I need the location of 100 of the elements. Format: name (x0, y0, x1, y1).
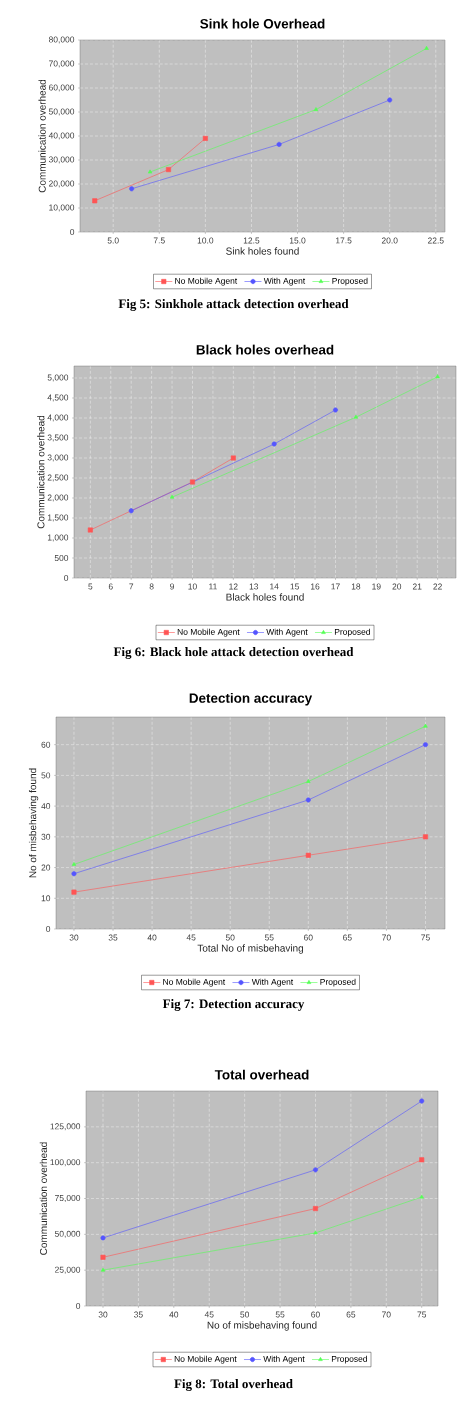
y-tick-label: 60 (41, 741, 51, 748)
x-tick-label: 40 (147, 934, 157, 941)
x-tick-label: 22.5 (427, 237, 444, 244)
y-axis-title: Communication overhead (39, 1142, 48, 1255)
caption: Fig 6: Black hole attack detection overhead (113, 647, 354, 659)
point (419, 1098, 425, 1104)
x-axis-title: Total No of misbehaving (197, 944, 304, 954)
point (312, 1206, 318, 1212)
point (165, 167, 171, 173)
caption: Fig 7: Detection accuracy (162, 999, 305, 1011)
point (305, 852, 311, 858)
point (424, 45, 429, 50)
x-tick-label: 5 (88, 583, 93, 590)
y-tick-label: 4,500 (47, 394, 69, 402)
point (313, 107, 319, 111)
x-tick-label: 45 (186, 934, 196, 941)
point (92, 198, 98, 204)
legend-label: With Agent (251, 978, 294, 987)
point (129, 186, 135, 192)
x-tick-label: 20.0 (381, 237, 398, 244)
x-tick-label: 9 (170, 583, 175, 590)
point (305, 797, 311, 803)
y-tick-label: 500 (54, 555, 69, 561)
x-tick-label: 50 (240, 1311, 250, 1318)
caption: Fig 5: Sinkhole attack detection overhead (118, 299, 349, 311)
y-tick-label: 40 (41, 803, 51, 810)
x-tick-label: 7 (129, 583, 134, 590)
point (100, 1254, 106, 1260)
x-tick-label: 19 (372, 583, 381, 590)
x-tick-label: 6 (108, 583, 113, 590)
legend-label: Proposed (334, 628, 370, 637)
chart-title: Sink hole Overhead (200, 18, 325, 29)
y-tick-label: 20 (41, 864, 51, 871)
point (169, 494, 175, 499)
y-tick-label: 60,000 (49, 84, 75, 92)
caption: Fig 8: Total overhead (174, 1379, 293, 1391)
y-tick-label: 100,000 (50, 1159, 81, 1167)
y-axis-title: Communication overhead (37, 415, 45, 529)
x-tick-label: 55 (264, 934, 274, 941)
y-tick-label: 30 (41, 833, 51, 840)
y-tick-label: 10 (41, 895, 51, 902)
x-tick-label: 5.0 (107, 237, 119, 244)
legend-label: With Agent (266, 628, 308, 637)
y-tick-label: 0 (70, 229, 75, 235)
x-tick-label: 75 (421, 934, 430, 941)
point (313, 1230, 318, 1235)
point (71, 862, 77, 866)
y-tick-label: 70,000 (49, 60, 75, 68)
x-tick-label: 65 (343, 934, 352, 941)
x-tick-label: 17 (331, 583, 340, 590)
x-tick-label: 12.5 (243, 237, 260, 244)
x-tick-label: 50 (225, 934, 235, 941)
point (100, 1235, 106, 1241)
point (87, 527, 93, 533)
chart-title: Total overhead (214, 1069, 309, 1080)
y-tick-label: 50,000 (48, 108, 75, 116)
y-tick-label: 80,000 (48, 36, 75, 44)
point (306, 779, 311, 783)
point (332, 407, 338, 413)
point (230, 455, 236, 461)
y-tick-label: 10,000 (49, 204, 75, 212)
chart-title: Black holes overhead (196, 344, 334, 355)
x-tick-label: 70 (382, 1311, 391, 1318)
x-tick-label: 40 (169, 1311, 179, 1318)
x-tick-label: 60 (311, 1311, 320, 1318)
y-tick-label: 2,500 (47, 474, 69, 482)
x-tick-label: 15.0 (289, 237, 306, 244)
x-tick-label: 13 (249, 583, 259, 590)
point (276, 141, 282, 147)
x-tick-label: 14 (270, 583, 279, 590)
x-tick-label: 18 (351, 583, 361, 590)
y-tick-label: 75,000 (55, 1195, 81, 1203)
x-tick-label: 70 (382, 934, 391, 941)
x-tick-label: 35 (134, 1311, 143, 1318)
point (71, 871, 77, 877)
x-axis-title: No of misbehaving found (207, 1321, 317, 1331)
x-tick-label: 15 (290, 583, 299, 590)
x-tick-label: 10.0 (197, 237, 214, 244)
x-tick-label: 55 (275, 1311, 285, 1318)
y-tick-label: 125,000 (50, 1123, 81, 1131)
x-tick-label: 20 (392, 583, 402, 590)
legend-label: No Mobile Agent (174, 1355, 237, 1364)
point (419, 1194, 424, 1199)
y-tick-label: 50,000 (54, 1230, 81, 1238)
y-tick-label: 25,000 (55, 1266, 81, 1274)
point (423, 723, 428, 728)
point (71, 889, 77, 895)
x-tick-label: 10 (188, 583, 197, 590)
x-tick-label: 16 (310, 583, 320, 590)
legend-label: No Mobile Agent (175, 277, 238, 286)
y-tick-label: 2,000 (47, 494, 69, 502)
y-tick-label: 0 (64, 575, 69, 581)
point (189, 479, 195, 485)
x-axis-title: Sink holes found (226, 247, 299, 255)
y-tick-label: 40,000 (48, 132, 75, 140)
legend-label: Proposed (332, 277, 368, 286)
x-tick-label: 8 (149, 583, 154, 590)
y-tick-label: 4,000 (47, 414, 69, 422)
y-tick-label: 5,000 (47, 374, 69, 382)
point (128, 508, 134, 514)
